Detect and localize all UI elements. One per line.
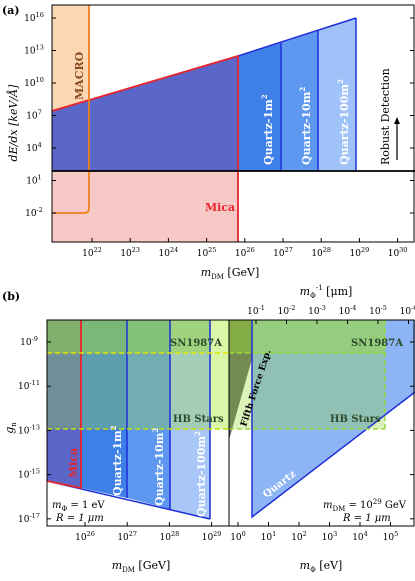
a-x-tick-label: 1024 xyxy=(159,246,179,259)
hb-stars-region xyxy=(47,320,229,429)
quartz-100m-b-label: Quartz-100m2 xyxy=(193,431,208,517)
b-y-tick-label: 10-11 xyxy=(18,379,40,392)
panel-b-left-x-ticks: 1026 1027 1028 1029 xyxy=(75,522,221,543)
panel-b-right-top-ticks: 10-1 10-2 10-3 10-4 10-5 10-6 xyxy=(247,304,415,324)
panel-b-left-plot xyxy=(47,320,229,520)
hb-right-region xyxy=(229,320,385,429)
bl-x-tick-label: 1028 xyxy=(160,530,180,543)
quartz-1m-region xyxy=(238,43,281,171)
left-condition-2: R = 1 μm xyxy=(55,513,104,524)
a-y-tick-label: 101 xyxy=(26,174,42,187)
robust-arrow-head xyxy=(394,117,400,124)
b-y-tick-label: 10-9 xyxy=(20,335,38,348)
macro-label: MACRO xyxy=(73,51,86,100)
panel-b-left-xlabel: mDM [GeV] xyxy=(112,559,171,574)
mica-label: Mica xyxy=(205,201,235,214)
mica-b-label: Mica xyxy=(67,448,80,478)
a-x-tick-label: 1027 xyxy=(273,246,293,259)
a-x-tick-label: 1030 xyxy=(388,246,408,259)
a-x-tick-label: 1023 xyxy=(120,246,140,259)
panel-b-ylabel: gn xyxy=(3,422,18,434)
a-y-tick-label: 1013 xyxy=(24,44,44,57)
panel-b-right-plot xyxy=(229,320,415,519)
panel-b-right-x-ticks: 100 101 102 103 104 105 xyxy=(230,522,398,543)
a-y-tick-label: 104 xyxy=(26,141,42,154)
mica-b-boundary xyxy=(47,320,82,490)
a-x-tick-label: 1028 xyxy=(311,246,331,259)
left-condition-1: mΦ = 1 eV xyxy=(52,500,105,513)
panel-a-x-ticks: 1022 1023 1024 1025 1026 1027 1028 1029 1030 xyxy=(82,238,407,259)
quartz-10m-b-label: Quartz-10m2 xyxy=(151,428,166,506)
macro-boundary xyxy=(52,5,90,214)
panel-b-right-toplabel: mΦ-1 [μm] xyxy=(300,284,353,300)
mica-b-region xyxy=(47,320,81,488)
quartz-right-region xyxy=(252,320,415,517)
quartz-1m-b-region xyxy=(81,320,127,498)
blue-region xyxy=(52,56,238,171)
quartz-100m-label: Quartz-100m2 xyxy=(336,79,351,165)
b-y-tick-label: 10-13 xyxy=(18,423,40,436)
quartz-100m-region xyxy=(318,18,356,171)
panel-b-right-frame xyxy=(228,319,415,527)
br-x-tick-label: 100 xyxy=(230,530,246,543)
panel-b-tag: (b) xyxy=(2,290,20,303)
panel-a-tag: (a) xyxy=(2,4,20,17)
sn1987a-left-label: SN1987A xyxy=(170,338,222,349)
br-top-tick-label: 10-4 xyxy=(339,304,357,317)
br-top-tick-label: 10-2 xyxy=(278,304,296,317)
br-top-tick-label: 10-1 xyxy=(247,304,265,317)
sn-right-region xyxy=(229,320,385,353)
panel-b-right-xlabel: mΦ [eV] xyxy=(300,559,343,574)
quartz-top-line xyxy=(237,17,357,57)
sn1987a-right-label: SN1987A xyxy=(351,338,403,349)
a-y-tick-label: 107 xyxy=(26,109,42,122)
a-y-tick-label: 10-2 xyxy=(25,206,43,219)
br-x-tick-label: 105 xyxy=(383,530,399,543)
a-y-tick-label: 1016 xyxy=(24,11,44,24)
b-y-tick-label: 10-17 xyxy=(18,512,40,525)
panel-a-xlabel: mDM [GeV] xyxy=(201,266,260,281)
a-x-tick-label: 1026 xyxy=(235,246,255,259)
robust-detection-label: Robust Detection xyxy=(379,68,392,165)
bl-x-tick-label: 1027 xyxy=(117,530,137,543)
quartz-10m-region xyxy=(281,31,318,171)
br-x-tick-label: 101 xyxy=(261,530,277,543)
quartz-10m-label: Quartz-10m2 xyxy=(298,87,313,165)
quartz-10m-b-region xyxy=(127,320,170,509)
br-x-tick-label: 104 xyxy=(352,530,368,543)
quartz-100m-b-region xyxy=(170,320,210,519)
br-x-tick-label: 103 xyxy=(322,530,338,543)
a-x-tick-label: 1025 xyxy=(197,246,217,259)
panel-b-y-ticks: 10-9 10-11 10-13 10-15 10-17 xyxy=(18,335,414,525)
bl-x-tick-label: 1026 xyxy=(75,530,95,543)
panel-a-ylabel: dE/dx [keV/Å] xyxy=(6,84,20,162)
br-x-tick-label: 102 xyxy=(291,530,307,543)
hb-right-strip xyxy=(210,320,229,429)
br-top-tick-label: 10-6 xyxy=(400,304,415,317)
bl-x-tick-label: 1029 xyxy=(202,530,222,543)
mica-boundary xyxy=(52,54,239,242)
a-x-tick-label: 1029 xyxy=(350,246,370,259)
a-y-tick-label: 1010 xyxy=(24,76,44,89)
hb-stars-right-label: HB Stars xyxy=(330,414,381,425)
panel-a: 1022 1023 1024 1025 1026 1027 1028 1029 1030 101… xyxy=(2,4,415,281)
br-top-tick-label: 10-3 xyxy=(308,304,326,317)
quartz-1m-b-label: Quartz-1m2 xyxy=(109,425,124,496)
quartz-1m-label: Quartz-1m2 xyxy=(260,94,275,165)
hb-stars-left-label: HB Stars xyxy=(173,414,224,425)
b-y-tick-label: 10-15 xyxy=(18,468,40,481)
right-condition-2: R = 1 μm xyxy=(342,513,391,524)
panel-a-y-ticks: 1016 1013 1010 107 104 101 10-2 xyxy=(24,11,414,219)
panel-a-frame xyxy=(51,4,415,243)
sn1987a-region xyxy=(47,320,229,353)
br-top-tick-label: 10-5 xyxy=(369,304,387,317)
quartz-right-boundary xyxy=(251,320,415,519)
mica-region xyxy=(52,171,238,242)
a-x-tick-label: 1022 xyxy=(82,246,102,259)
right-condition-1: mDM = 1029 GeV xyxy=(323,498,407,513)
